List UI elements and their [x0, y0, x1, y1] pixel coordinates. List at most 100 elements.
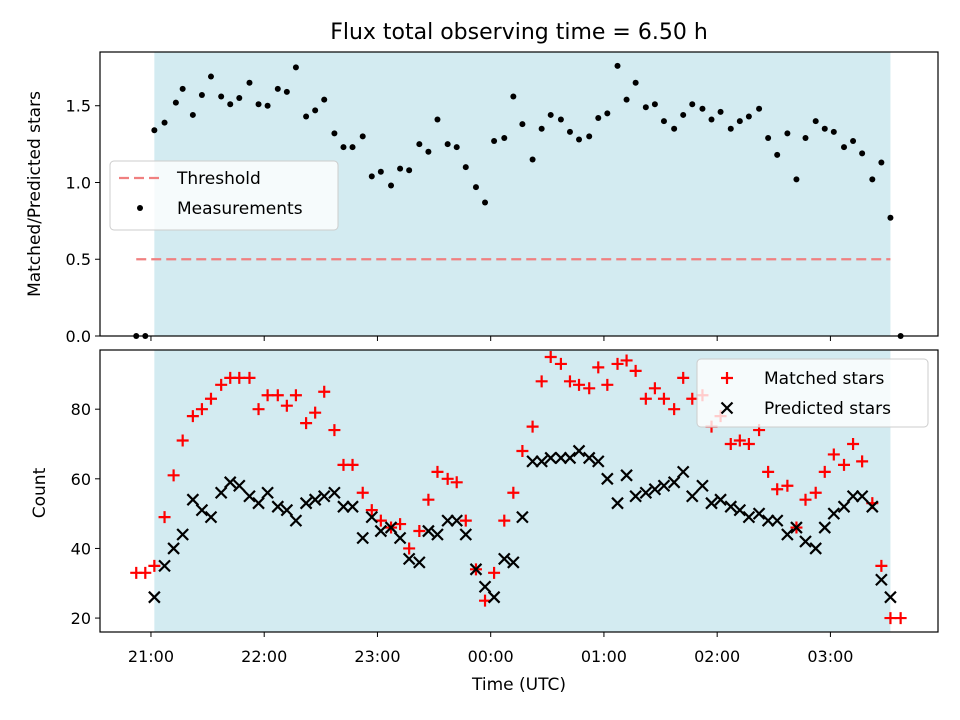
predicted-star-point [507, 556, 520, 569]
matched-star-point [535, 375, 548, 388]
predicted-star-point [781, 528, 794, 541]
matched-star-point [158, 511, 171, 524]
measurement-point [491, 138, 498, 145]
predicted-star-point [818, 521, 832, 534]
matched-star-point [233, 371, 246, 384]
measurement-point [680, 111, 687, 118]
predicted-star-point [685, 489, 699, 503]
predicted-star-point [478, 580, 492, 594]
matched-star-point [677, 371, 690, 384]
ratio-panel: 0.0 0.5 1.0 1.5 Matched/Predicted stars Thr… [25, 51, 939, 346]
matched-star-point [762, 465, 775, 478]
matched-star-point [309, 406, 322, 419]
measurement-point [689, 101, 696, 108]
matched-star-point [583, 382, 596, 395]
predicted-star-point [393, 531, 407, 545]
predicted-star-point [214, 486, 228, 500]
top-y-tick-label: 1.5 [66, 97, 91, 116]
measurement-point [303, 113, 310, 120]
top-axis-ticks: 0.0 0.5 1.0 1.5 [66, 97, 831, 346]
matched-star-point [215, 378, 228, 391]
matched-star-point [365, 504, 378, 517]
matched-star-point [668, 403, 681, 416]
matched-star-point [318, 385, 331, 398]
measurement-point [236, 95, 243, 102]
measurement-point [434, 116, 441, 123]
predicted-star-point [601, 472, 614, 486]
predicted-star-point [469, 563, 483, 576]
matched-star-point [781, 479, 794, 492]
matched-star-point [204, 392, 217, 405]
measurement-point [416, 141, 423, 148]
matched-star-point [431, 465, 444, 478]
predicted-star-point [591, 455, 605, 468]
measurement-point [595, 115, 602, 122]
measurement-point [774, 151, 781, 158]
measurement-point [151, 127, 158, 134]
predicted-star-point [696, 479, 709, 493]
matched-star-point [167, 469, 180, 482]
x-axis-label: Time (UTC) [471, 675, 566, 695]
legend-threshold-label: Threshold [176, 169, 261, 189]
predicted-star-point [308, 493, 322, 506]
predicted-star-point [611, 496, 624, 510]
predicted-star-point [158, 559, 171, 573]
legend-measurements-label: Measurements [177, 199, 303, 219]
matched-star-point [148, 559, 161, 572]
measurement-point [699, 105, 706, 112]
predicted-star-point [422, 524, 435, 538]
predicted-star-point [459, 528, 473, 541]
predicted-star-point [544, 451, 557, 465]
predicted-star-point [243, 489, 256, 503]
predicted-star-point [526, 455, 539, 468]
measurement-point [671, 125, 678, 132]
measurement-point [869, 176, 876, 183]
measurement-point [830, 128, 837, 135]
predicted-star-point [657, 479, 671, 493]
measurement-point [736, 118, 743, 125]
predicted-star-point [799, 535, 812, 548]
matched-star-point [686, 392, 699, 405]
matched-star-point [422, 493, 435, 506]
bottom-x-tick-label: 00:00 [468, 647, 514, 666]
predicted-star-point [271, 500, 285, 513]
matched-star-point [629, 364, 642, 377]
matched-star-point [479, 594, 492, 607]
predicted-star-point [752, 507, 766, 520]
predicted-star-point [365, 510, 379, 524]
predicted-star-point [356, 531, 370, 545]
measurement-point [292, 64, 299, 71]
predicted-star-point [535, 455, 548, 468]
measurement-point [632, 79, 639, 86]
count-points [130, 350, 907, 625]
predicted-star-point [346, 500, 359, 513]
matched-star-point [771, 483, 784, 496]
matched-star-point [356, 486, 369, 499]
predicted-star-point [572, 444, 586, 458]
matched-star-point [894, 612, 907, 625]
predicted-star-point [667, 476, 681, 489]
measurement-point [538, 125, 545, 132]
matched-star-point [620, 354, 633, 367]
matched-star-point [186, 410, 199, 423]
matched-star-point [139, 566, 152, 579]
measurement-point [745, 113, 752, 120]
predicted-star-point [431, 528, 444, 541]
predicted-star-point [328, 486, 341, 500]
bottom-legend: Matched stars Predicted stars [696, 358, 929, 428]
predicted-star-point [167, 542, 180, 555]
measurement-point [172, 99, 179, 106]
measurement-point [359, 133, 366, 140]
matched-star-point [856, 455, 869, 468]
measurement-point [312, 107, 319, 114]
matched-star-point [657, 392, 670, 405]
matched-star-point [413, 525, 426, 538]
matched-star-point [838, 458, 851, 471]
measurement-point [887, 214, 894, 221]
predicted-star-point [299, 496, 313, 510]
matched-star-point [280, 399, 293, 412]
measurement-point [708, 116, 715, 123]
predicted-star-point [450, 514, 463, 527]
matched-star-point [526, 420, 539, 433]
